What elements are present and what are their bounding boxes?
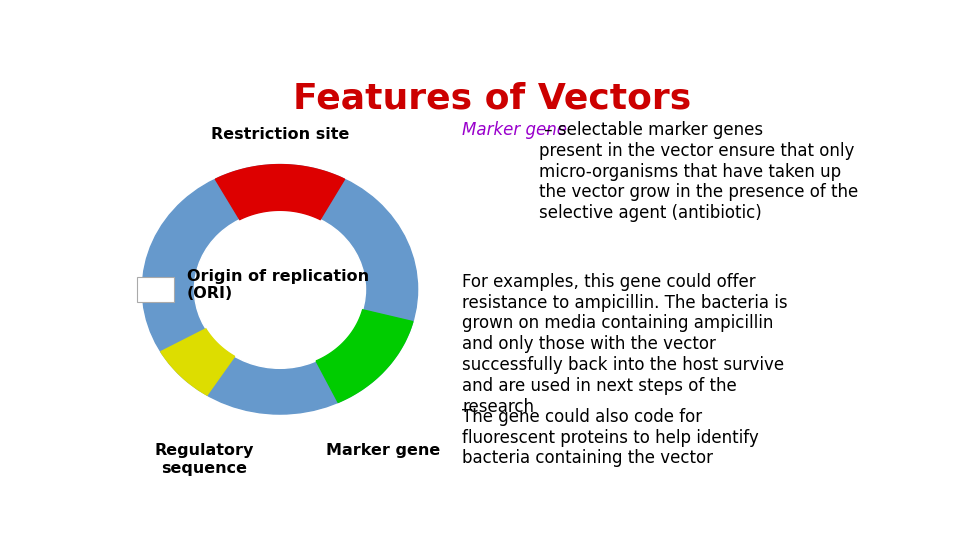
Ellipse shape <box>142 165 418 414</box>
Text: Marker gene: Marker gene <box>326 443 441 458</box>
Text: – selectable marker genes
present in the vector ensure that only
micro-organisms: – selectable marker genes present in the… <box>539 121 858 222</box>
Polygon shape <box>160 329 234 395</box>
Text: Features of Vectors: Features of Vectors <box>293 82 691 116</box>
Text: Regulatory
sequence: Regulatory sequence <box>155 443 254 476</box>
Text: For examples, this gene could offer
resistance to ampicillin. The bacteria is
gr: For examples, this gene could offer resi… <box>463 273 788 415</box>
Text: The gene could also code for
fluorescent proteins to help identify
bacteria cont: The gene could also code for fluorescent… <box>463 408 759 468</box>
FancyBboxPatch shape <box>137 277 174 302</box>
Text: Origin of replication
(ORI): Origin of replication (ORI) <box>187 269 369 301</box>
Polygon shape <box>215 165 345 220</box>
Text: Restriction site: Restriction site <box>211 127 349 141</box>
Ellipse shape <box>195 210 366 368</box>
Polygon shape <box>316 310 413 402</box>
Text: Marker gene: Marker gene <box>463 121 567 139</box>
